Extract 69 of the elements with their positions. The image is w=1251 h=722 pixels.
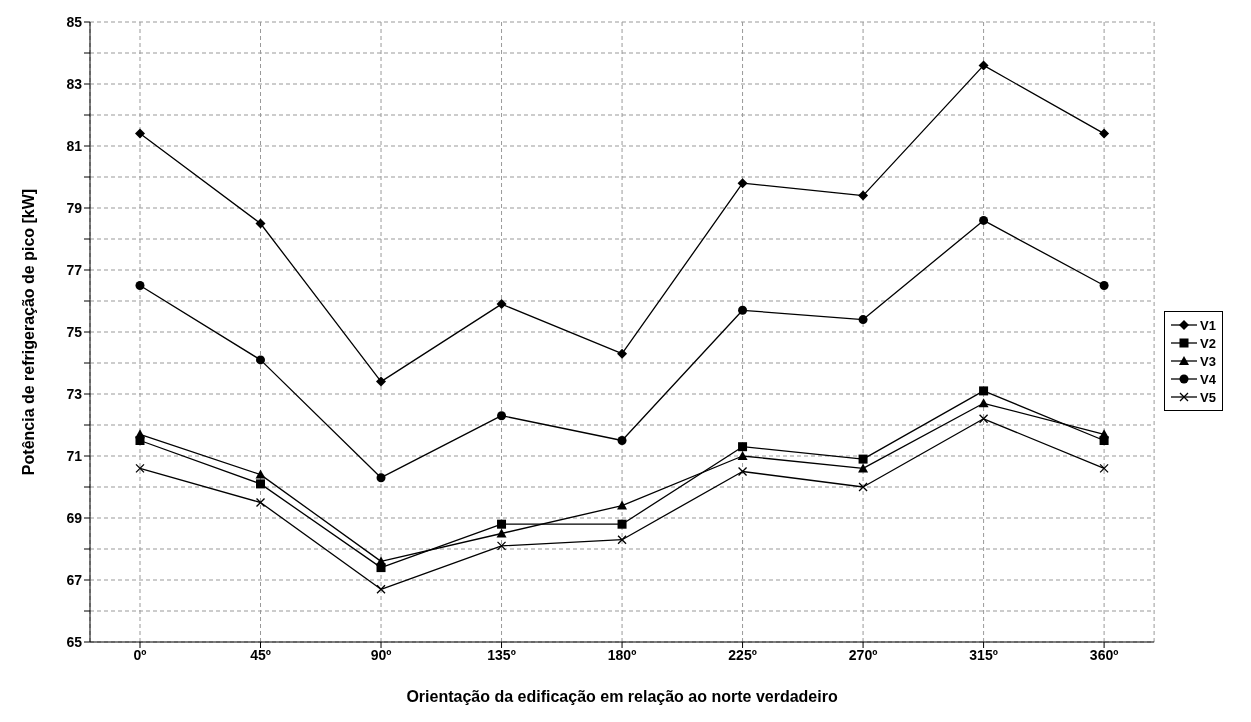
point xyxy=(376,584,386,594)
point xyxy=(496,528,507,538)
point xyxy=(497,411,507,421)
point xyxy=(256,479,266,489)
point xyxy=(1099,429,1110,439)
point xyxy=(978,60,989,71)
point xyxy=(858,190,869,201)
point xyxy=(978,398,989,408)
y-tick-label: 83 xyxy=(66,75,83,92)
x-tick-label: 0º xyxy=(133,646,147,663)
point xyxy=(1099,281,1109,290)
legend-label: V3 xyxy=(1200,353,1216,369)
point xyxy=(376,376,387,387)
y-tick-label: 79 xyxy=(66,199,83,216)
x-tick-label: 270º xyxy=(848,646,878,663)
y-tick-label: 75 xyxy=(66,323,83,340)
legend-label: V5 xyxy=(1200,389,1216,405)
y-tick-label: 73 xyxy=(66,385,83,402)
legend-label: V4 xyxy=(1200,371,1216,387)
point xyxy=(135,128,145,139)
y-axis-title: Potência de refrigeração de pico [kW] xyxy=(19,188,37,476)
point xyxy=(979,215,989,225)
point xyxy=(135,463,145,474)
x-tick-label: 315º xyxy=(969,646,998,663)
point xyxy=(737,466,748,477)
point xyxy=(858,463,869,473)
point xyxy=(135,429,145,439)
y-tick-label: 81 xyxy=(66,137,83,154)
x-tick-label: 90º xyxy=(370,646,392,663)
point xyxy=(255,497,266,508)
legend-label: V2 xyxy=(1200,335,1216,351)
point xyxy=(858,315,868,325)
point xyxy=(1099,463,1109,474)
point xyxy=(738,442,748,452)
y-tick-label: 67 xyxy=(66,571,83,588)
point xyxy=(617,535,627,545)
point xyxy=(135,281,145,290)
point xyxy=(255,469,266,479)
point xyxy=(1099,128,1110,139)
y-tick-label: 65 xyxy=(66,633,83,650)
y-tick-label: 85 xyxy=(66,13,83,30)
point xyxy=(858,454,868,464)
point xyxy=(978,414,989,424)
point xyxy=(497,519,507,529)
point xyxy=(737,451,748,460)
point xyxy=(256,355,266,365)
x-tick-label: 180º xyxy=(607,646,637,663)
point xyxy=(496,299,507,310)
x-tick-label: 45º xyxy=(250,646,271,663)
point xyxy=(255,218,266,229)
point xyxy=(738,305,748,315)
x-tick-label: 360º xyxy=(1089,646,1119,663)
x-tick-label: 135º xyxy=(487,646,516,663)
point xyxy=(496,541,507,551)
x-tick-label: 225º xyxy=(728,646,757,663)
y-tick-label: 71 xyxy=(66,447,83,464)
legend-label: V1 xyxy=(1200,317,1216,333)
point xyxy=(376,556,387,566)
x-axis-title: Orientação da edificação em relação ao norte verdadeiro xyxy=(406,688,838,705)
y-tick-label: 77 xyxy=(66,261,83,278)
point xyxy=(617,519,627,529)
point xyxy=(858,482,868,492)
point xyxy=(617,436,627,445)
point xyxy=(617,500,628,510)
y-tick-label: 69 xyxy=(66,509,83,526)
point xyxy=(979,386,989,396)
point xyxy=(737,178,748,189)
point xyxy=(376,473,386,483)
point xyxy=(617,348,628,359)
